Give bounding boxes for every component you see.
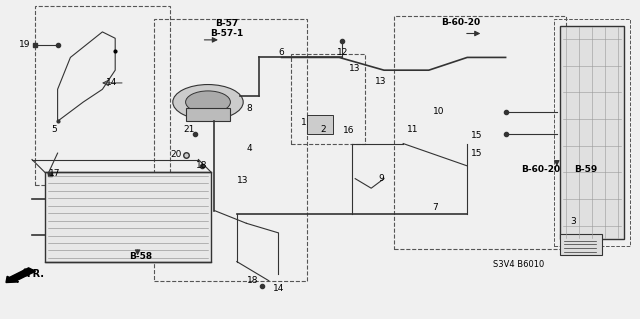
Text: 8: 8 <box>247 104 252 113</box>
Text: B-58: B-58 <box>129 252 152 261</box>
Text: 6: 6 <box>279 48 284 57</box>
Text: 7: 7 <box>433 203 438 212</box>
Bar <box>554 19 630 246</box>
Bar <box>35 6 170 185</box>
Text: 15: 15 <box>471 149 483 158</box>
Text: 13: 13 <box>349 64 361 73</box>
Text: 5: 5 <box>52 125 57 134</box>
Bar <box>45 172 211 262</box>
Bar <box>307 115 333 134</box>
Text: FR.: FR. <box>26 269 44 279</box>
Bar <box>291 54 365 144</box>
Circle shape <box>186 91 230 113</box>
Text: 19: 19 <box>19 40 30 49</box>
Text: 13: 13 <box>237 176 249 185</box>
Text: 11: 11 <box>407 125 419 134</box>
Text: 14: 14 <box>106 78 118 87</box>
Text: B-60-20: B-60-20 <box>521 165 561 174</box>
Bar <box>154 19 307 281</box>
Text: 10: 10 <box>433 107 444 116</box>
Text: 15: 15 <box>471 131 483 140</box>
Text: 17: 17 <box>49 169 60 178</box>
Text: 14: 14 <box>273 284 284 293</box>
Text: 21: 21 <box>183 125 195 134</box>
Circle shape <box>173 85 243 120</box>
Text: 18: 18 <box>196 161 207 170</box>
Bar <box>394 16 566 249</box>
Bar <box>186 108 230 121</box>
Bar <box>560 234 602 255</box>
Text: 18: 18 <box>247 276 259 285</box>
Text: B-59: B-59 <box>574 165 597 174</box>
Text: 4: 4 <box>247 144 252 153</box>
Text: B-57
B-57-1: B-57 B-57-1 <box>211 19 244 38</box>
Text: B-60-20: B-60-20 <box>441 18 481 27</box>
Bar <box>560 26 624 239</box>
FancyArrow shape <box>6 268 35 283</box>
Text: 16: 16 <box>343 126 355 135</box>
Text: 2: 2 <box>321 125 326 134</box>
Text: 13: 13 <box>375 77 387 86</box>
Text: 3: 3 <box>570 217 575 226</box>
Text: 9: 9 <box>378 174 383 183</box>
Text: 1: 1 <box>301 118 307 127</box>
Text: S3V4 B6010: S3V4 B6010 <box>493 260 544 269</box>
Text: 12: 12 <box>337 48 348 57</box>
Text: 20: 20 <box>170 150 182 159</box>
